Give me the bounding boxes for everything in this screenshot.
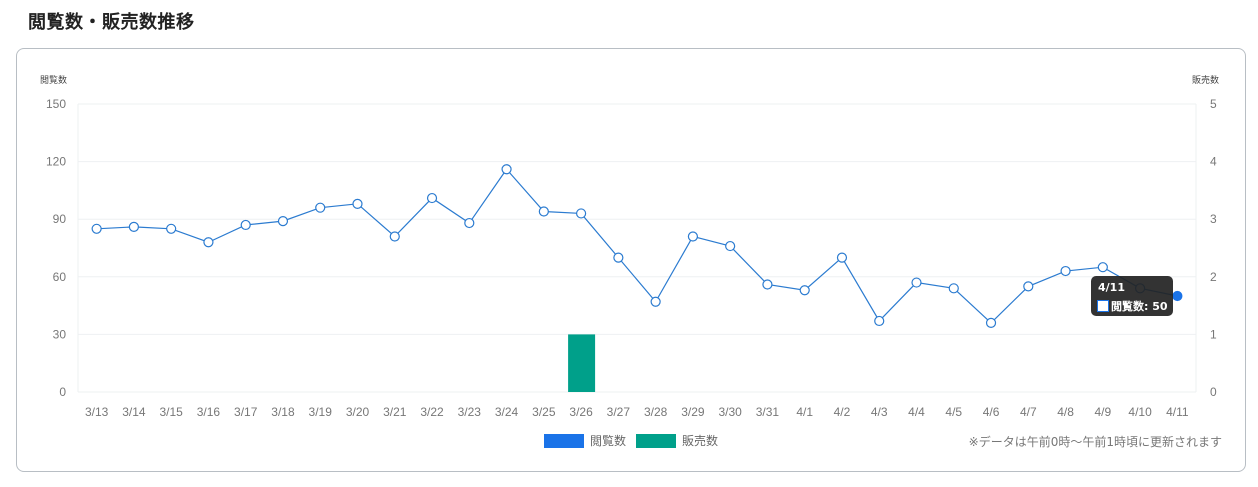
data-point[interactable]	[836, 252, 848, 263]
x-tick-label: 3/21	[383, 405, 407, 419]
x-tick-label: 3/31	[756, 405, 780, 419]
x-tick-label: 4/10	[1128, 405, 1152, 419]
x-tick-label: 3/17	[234, 405, 258, 419]
right-tick-label: 4	[1210, 155, 1217, 169]
data-point[interactable]	[1097, 262, 1108, 273]
tooltip-title: 4/11	[1098, 281, 1125, 294]
data-point[interactable]	[613, 252, 624, 263]
x-tick-label: 3/26	[569, 405, 593, 419]
views-line	[91, 164, 1183, 328]
sales-bar[interactable]	[568, 334, 596, 392]
x-tick-label: 3/28	[644, 405, 668, 419]
right-tick-label: 2	[1210, 270, 1217, 284]
data-point[interactable]	[687, 231, 699, 242]
x-tick-label: 3/16	[197, 405, 221, 419]
data-point[interactable]	[874, 315, 885, 327]
data-point[interactable]	[725, 240, 736, 252]
x-tick-label: 4/1	[796, 405, 813, 419]
x-tick-label: 3/13	[85, 405, 109, 419]
x-tick-label: 3/19	[309, 405, 333, 419]
data-point[interactable]	[91, 223, 102, 234]
legend-label: 販売数	[682, 434, 719, 448]
x-tick-label: 3/24	[495, 405, 519, 419]
data-point[interactable]	[911, 277, 922, 288]
tooltip-body: 閲覧数: 50	[1097, 298, 1168, 314]
right-tick-label: 0	[1210, 385, 1217, 399]
left-tick-label: 30	[53, 327, 67, 341]
chart-tooltip: 4/11 閲覧数: 50	[1091, 276, 1173, 316]
x-tick-label: 3/22	[420, 405, 444, 419]
tooltip-swatch-icon	[1097, 300, 1109, 312]
data-point[interactable]	[166, 223, 177, 234]
data-point[interactable]	[240, 219, 251, 231]
left-tick-label: 120	[46, 155, 66, 169]
chart-card	[16, 48, 1246, 472]
data-point[interactable]	[352, 198, 363, 209]
data-point[interactable]	[799, 285, 810, 296]
x-tick-label: 3/29	[681, 405, 705, 419]
data-point[interactable]	[277, 216, 289, 227]
x-tick-label: 3/23	[458, 405, 482, 419]
data-point[interactable]	[985, 317, 997, 328]
x-tick-label: 3/14	[122, 405, 146, 419]
right-axis-title: 販売数	[1192, 74, 1219, 86]
legend-item-views[interactable]: 閲覧数	[544, 432, 626, 449]
data-point[interactable]	[948, 283, 959, 294]
legend-swatch-icon	[636, 433, 677, 448]
update-note: ※データは午前0時〜午前1時頃に更新されます	[968, 435, 1222, 449]
right-tick-label: 5	[1210, 97, 1217, 111]
tooltip-value: 閲覧数: 50	[1111, 300, 1168, 313]
x-tick-label: 4/7	[1020, 405, 1037, 419]
x-tick-label: 4/9	[1094, 405, 1111, 419]
x-axis-labels: 3/13 3/14 3/15 3/16 3/17 3/18 3/19 3/20 3/21 3/22…	[85, 405, 1189, 419]
data-point[interactable]	[128, 221, 139, 232]
left-tick-label: 60	[53, 270, 67, 284]
chart-legend: 閲覧数 販売数	[544, 432, 728, 449]
x-tick-label: 4/5	[945, 405, 962, 419]
data-point[interactable]	[538, 206, 549, 217]
x-tick-label: 4/11	[1166, 405, 1189, 419]
right-tick-label: 3	[1210, 212, 1217, 226]
legend-item-sales[interactable]: 販売数	[636, 432, 718, 449]
data-point[interactable]	[426, 192, 438, 204]
x-tick-label: 3/30	[718, 405, 742, 419]
right-tick-label: 1	[1210, 327, 1217, 341]
legend-swatch-icon	[544, 433, 584, 448]
x-tick-label: 4/2	[834, 405, 851, 419]
data-point[interactable]	[501, 164, 512, 175]
data-point[interactable]	[203, 237, 214, 248]
data-point[interactable]	[1060, 265, 1071, 277]
right-axis-ticks: 0 1 2 3 4 5	[1210, 97, 1217, 399]
data-point[interactable]	[762, 279, 773, 290]
legend-label: 閲覧数	[590, 434, 627, 448]
x-tick-label: 3/27	[607, 405, 631, 419]
x-tick-label: 3/15	[159, 405, 183, 419]
data-point[interactable]	[575, 208, 587, 219]
left-axis-ticks: 0 30 60 90 120 150	[46, 97, 66, 399]
left-tick-label: 150	[46, 97, 66, 111]
data-point[interactable]	[315, 202, 326, 213]
left-tick-label: 90	[53, 212, 67, 226]
data-point[interactable]	[1023, 281, 1034, 292]
data-point[interactable]	[1172, 290, 1183, 302]
page-title: 閲覧数・販売数推移	[28, 12, 195, 32]
data-point[interactable]	[650, 296, 661, 307]
left-axis-title: 閲覧数	[40, 74, 67, 86]
left-tick-label: 0	[59, 385, 66, 399]
data-point[interactable]	[464, 217, 475, 229]
grid-lines	[77, 103, 1197, 393]
x-tick-label: 3/18	[271, 405, 295, 419]
x-tick-label: 4/3	[871, 405, 888, 419]
x-tick-label: 3/25	[532, 405, 556, 419]
x-tick-label: 4/4	[908, 405, 925, 419]
data-point[interactable]	[389, 231, 400, 242]
x-tick-label: 4/6	[983, 405, 1000, 419]
sales-bars	[568, 334, 596, 392]
x-tick-label: 3/20	[346, 405, 370, 419]
x-tick-label: 4/8	[1057, 405, 1074, 419]
